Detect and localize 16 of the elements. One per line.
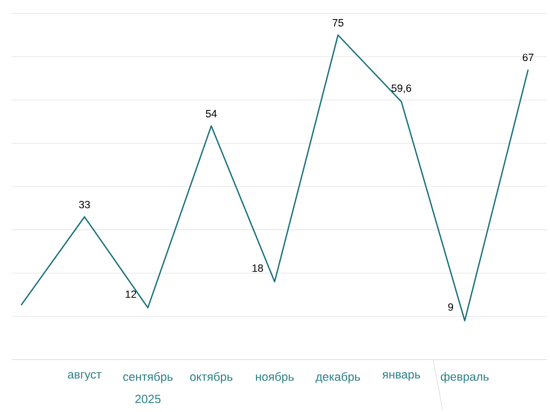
- data-label: 9: [448, 303, 454, 311]
- data-label: 12: [126, 290, 136, 298]
- data-label: 75: [332, 18, 344, 26]
- data-label: 59,6: [392, 84, 412, 93]
- x-tick-label: февраль: [440, 372, 489, 383]
- x-tick-label: январь: [382, 372, 420, 381]
- data-label: 18: [252, 264, 263, 272]
- x-tick-label: октябрь: [190, 372, 232, 384]
- x-tick-label: декабрь: [316, 372, 360, 384]
- data-label: 33: [79, 200, 90, 208]
- x-tick-label: август: [68, 372, 102, 381]
- text: 2025: [135, 394, 161, 403]
- x-tick-label: сентябрь: [123, 372, 173, 384]
- x-tick-label: ноябрь: [256, 372, 294, 384]
- data-label: 54: [206, 110, 217, 118]
- data-label: 67: [522, 54, 534, 61]
